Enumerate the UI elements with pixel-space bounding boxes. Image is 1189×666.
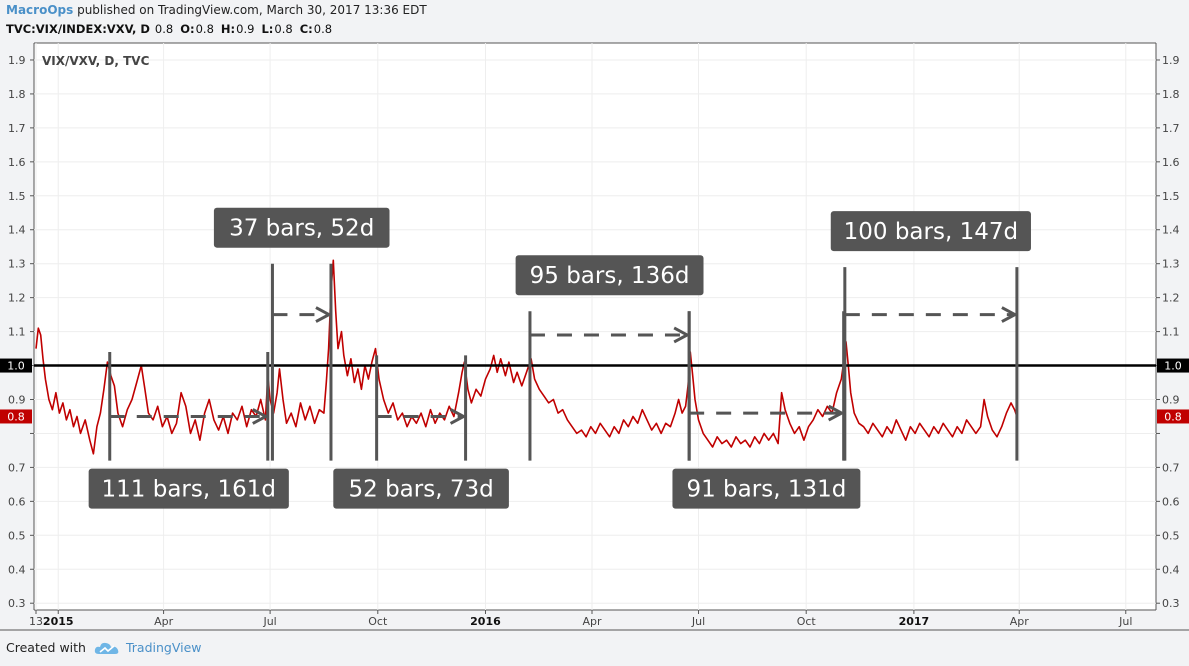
y-tick-label-left: 1.1 (8, 326, 26, 339)
y-tick-label-right: 1.1 (1162, 326, 1180, 339)
low-label: L: (261, 22, 274, 36)
annotation-label: 52 bars, 73d (349, 477, 494, 503)
last-value-badge-right: 0.8 (1164, 410, 1182, 423)
ohlc-line: TVC:VIX/INDEX:VXV, D 0.8 O:0.8 H:0.9 L:0… (6, 22, 335, 36)
last-value-badge-left: 0.8 (7, 410, 25, 423)
x-tick-label: Oct (797, 615, 817, 628)
annotation-label: 95 bars, 136d (530, 263, 690, 289)
created-with-text: Created with (6, 640, 86, 655)
y-tick-label-right: 0.4 (1162, 563, 1180, 576)
y-tick-label-left: 0.3 (8, 597, 26, 610)
publish-info: MacroOps published on TradingView.com, M… (6, 3, 427, 17)
y-tick-label-right: 1.3 (1162, 258, 1180, 271)
annotation-label-box (830, 211, 1031, 252)
x-tick-labels: 13 2015 Apr Jul Oct 2016 Apr Jul Oct 2017 Apr Jul (29, 610, 1132, 628)
close-value: 0.8 (313, 22, 333, 36)
annotation-arrowhead (315, 306, 333, 323)
reference-label-left: 1.0 (7, 360, 25, 373)
x-tick-label: 2017 (899, 615, 930, 628)
published-text: published on TradingView.com, March 30, … (77, 3, 427, 17)
y-tick-label-right: 0.6 (1162, 495, 1180, 508)
y-tick-label-left: 1.5 (8, 190, 26, 203)
y-tick-label-left: 1.4 (8, 224, 26, 237)
y-tick-label-left: 1.8 (8, 88, 26, 101)
annotation-label-box (213, 207, 390, 248)
low-value: 0.8 (274, 22, 293, 36)
x-tick-label: Apr (1010, 615, 1030, 628)
x-tick-label: 13 (29, 615, 43, 628)
annotation-label-box (515, 255, 704, 296)
close-label: C: (299, 22, 313, 36)
high-value: 0.9 (236, 22, 255, 36)
annotation-arrowhead (827, 404, 845, 422)
y-tick-label-right: 1.4 (1162, 224, 1180, 237)
author-link[interactable]: MacroOps (6, 3, 74, 17)
y-tick-label-right: 1.2 (1162, 292, 1180, 305)
annotations-layer: 111 bars, 161d 37 bars, 52d 52 bars, 73d 95… (88, 207, 1031, 509)
y-tick-label-left: 1.9 (8, 54, 26, 67)
y-tick-label-right: 0.5 (1162, 529, 1180, 542)
annotation-label-box (333, 468, 509, 509)
y-tick-label-left: 0.5 (8, 529, 26, 542)
chart-legend: VIX/VXV, D, TVC (42, 54, 150, 68)
y-tick-label-right: 0.9 (1162, 393, 1180, 406)
tradingview-link[interactable]: TradingView (125, 640, 202, 655)
y-tick-label-right: 1.6 (1162, 156, 1180, 169)
annotation-arrowhead (1001, 306, 1019, 323)
annotation-label-box (88, 468, 289, 509)
y-tick-label-left: 0.6 (8, 495, 26, 508)
annotation-label: 111 bars, 161d (102, 477, 276, 503)
reference-label-right-bg (1157, 358, 1189, 373)
y-tick-label-left: 0.4 (8, 563, 26, 576)
symbol-label: TVC:VIX/INDEX:VXV, D (6, 22, 150, 36)
y-tick-label-left: 0.9 (8, 393, 26, 406)
annotation-label: 91 bars, 131d (686, 477, 846, 503)
y-tick-label-right: 1.7 (1162, 122, 1180, 135)
annotation-label: 37 bars, 52d (229, 216, 374, 242)
y-tick-label-right: 0.3 (1162, 597, 1180, 610)
reference-line-layer: 1.0 1.0 0.8 0.8 (0, 358, 1189, 424)
annotation-label: 100 bars, 147d (844, 219, 1018, 245)
high-label: H: (220, 22, 236, 36)
open-label: O: (180, 22, 195, 36)
annotation-label-box (672, 468, 861, 509)
y-tick-label-left: 1.3 (8, 258, 26, 271)
x-tick-label: Jul (1118, 615, 1132, 628)
x-tick-label: Apr (582, 615, 602, 628)
footer: Created with TradingView (6, 640, 202, 655)
x-tick-label: Jul (262, 615, 276, 628)
last-value-badge-right-bg (1157, 409, 1189, 424)
y-tick-label-right: 0.7 (1162, 461, 1180, 474)
annotation-arrowhead (252, 408, 269, 425)
last-value-badge-left-bg (0, 409, 32, 424)
x-tick-label: 2016 (470, 615, 501, 628)
tradingview-cloud-icon[interactable] (94, 641, 120, 655)
plot-area[interactable] (34, 43, 1156, 610)
x-tick-label: Oct (368, 615, 388, 628)
reference-label-right: 1.0 (1164, 360, 1182, 373)
x-tick-label: Apr (154, 615, 174, 628)
x-tick-label: Jul (691, 615, 705, 628)
y-tick-label-right: 1.9 (1162, 54, 1180, 67)
y-tick-label-left: 0.7 (8, 461, 26, 474)
x-tick-label: 2015 (43, 615, 74, 628)
annotation-arrowhead (673, 326, 691, 344)
y-tick-label-left: 1.7 (8, 122, 26, 135)
y-tick-label-left: 1.6 (8, 156, 26, 169)
y-tick-label-left: 1.2 (8, 292, 26, 305)
annotation-arrowhead (449, 408, 467, 425)
open-value: 0.8 (195, 22, 214, 36)
last-value: 0.8 (154, 22, 174, 36)
reference-label-left-bg (0, 358, 32, 373)
y-tick-label-right: 1.5 (1162, 190, 1180, 203)
y-tick-label-right: 1.8 (1162, 88, 1180, 101)
y-tick-labels: 0.3 0.3 0.4 0.4 0.5 0.5 0.6 0.6 0.7 0.7 0.9 0.9 1.1 1… (8, 54, 1180, 610)
